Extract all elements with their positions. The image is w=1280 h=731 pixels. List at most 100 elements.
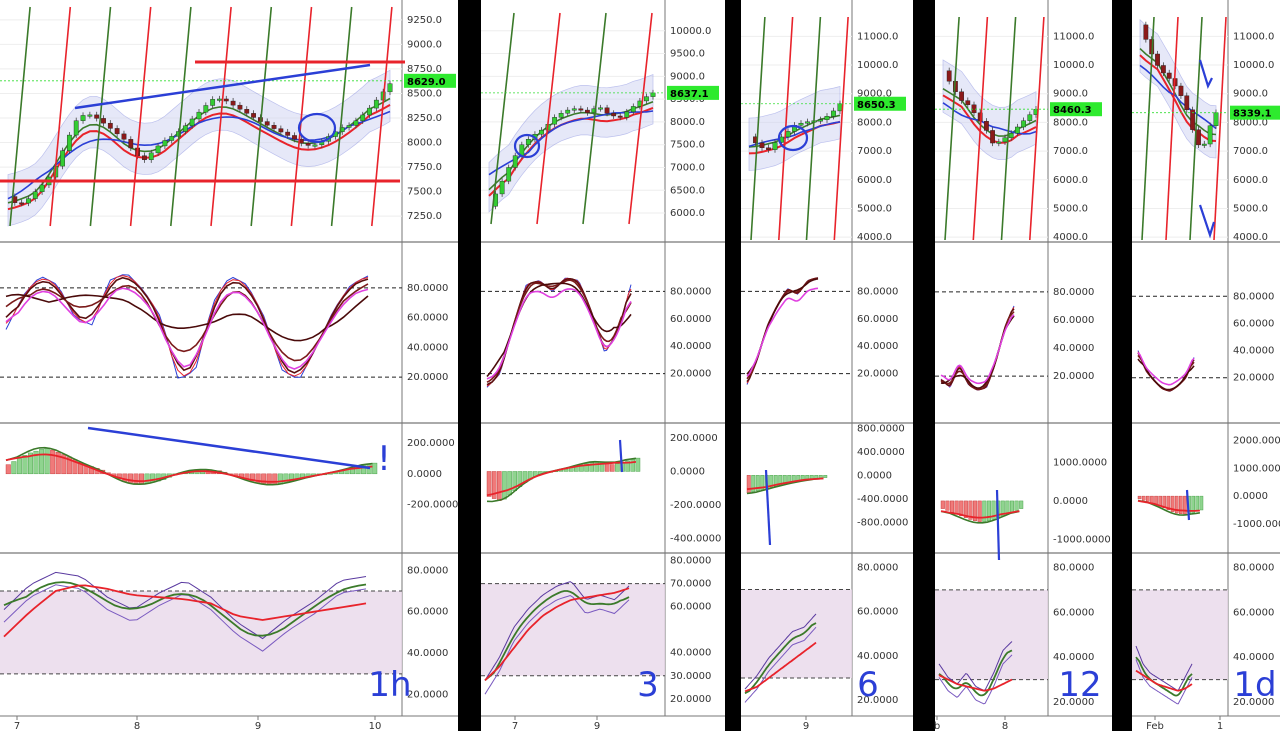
candle <box>1213 112 1219 126</box>
x-axis-strip <box>741 716 913 731</box>
stochastic-tick-label: 40.0000 <box>670 341 711 352</box>
macd-bar <box>584 463 589 472</box>
candle <box>644 96 649 102</box>
stochastic-tick-label: 20.0000 <box>407 372 448 383</box>
macd-bar <box>28 452 33 475</box>
candle <box>230 100 236 106</box>
candle <box>169 136 175 141</box>
candle <box>552 117 558 125</box>
candle <box>805 121 810 124</box>
bollinger-band <box>488 73 654 213</box>
zigzag-line <box>628 12 653 225</box>
macd-tick-label: 0.0000 <box>857 470 892 481</box>
macd-bar <box>372 462 378 475</box>
x-axis-ticks: 9 <box>803 716 809 731</box>
candle <box>387 83 393 93</box>
handwritten-timeframe-label: 6 <box>857 665 879 705</box>
macd-bar <box>1137 495 1142 500</box>
x-tick-label: 8 <box>134 721 140 731</box>
candle <box>94 114 100 119</box>
price-tick-label: 6000.0 <box>857 175 892 186</box>
candle <box>196 111 202 120</box>
macd-line <box>940 510 1020 524</box>
price-tick-label: 7250.0 <box>407 211 442 222</box>
rsi-tick-label: 20.0000 <box>1053 697 1094 708</box>
candle <box>101 118 106 124</box>
zigzag-line <box>1165 16 1179 241</box>
candle <box>353 120 359 126</box>
candle <box>367 107 372 116</box>
macd-bar <box>144 473 150 484</box>
candle <box>373 99 379 109</box>
last-price-label: 8650.3 <box>857 100 896 111</box>
macd-axis-ticks: 200.0000 0.0000 -200.0000 <box>407 438 458 511</box>
price-tick-label: 8250.0 <box>407 113 442 124</box>
price-tick-label: 6500.0 <box>670 185 705 196</box>
candle <box>772 142 778 150</box>
rsi-axis-ticks: 80.0000 60.0000 40.0000 20.0000 <box>1233 562 1274 708</box>
candle <box>162 140 168 147</box>
price-tick-label: 6000.0 <box>1053 175 1088 186</box>
price-tick-label: 7500.0 <box>407 187 442 198</box>
candle <box>1143 24 1149 40</box>
price-tick-label: 9000.0 <box>1053 89 1088 100</box>
zigzag-line <box>330 6 353 227</box>
stochastic-tick-label: 60.0000 <box>407 313 448 324</box>
price-tick-label: 8000.0 <box>1233 117 1268 128</box>
rsi-axis-ticks: 80.0000 70.0000 60.0000 40.0000 30.0000 20.00… <box>670 556 711 705</box>
candle <box>203 105 209 113</box>
macd-bar <box>968 500 973 520</box>
price-axis-ticks: 11000.0 10000.0 9000.0 8000.0 7000.0 6000.0 50… <box>857 31 898 243</box>
last-price-label: 8629.0 <box>407 77 446 88</box>
candle <box>39 184 45 192</box>
macd-bar <box>486 471 492 497</box>
highlight-circle <box>513 133 541 159</box>
macd-tick-label: -1000.0000 <box>1233 519 1280 530</box>
last-price-label: 8637.1 <box>670 89 709 100</box>
rsi-tick-label: 40.0000 <box>1053 652 1094 663</box>
candle <box>798 123 804 126</box>
price-axis-ticks: 11000.0 10000.0 9000.0 8000.0 7000.0 6000.0 50… <box>1053 31 1094 243</box>
candle <box>223 98 229 102</box>
price-tick-label: 9000.0 <box>1233 89 1268 100</box>
rsi-line <box>744 622 817 695</box>
x-tick-label: 1 <box>1217 721 1223 731</box>
stochastic-tick-label: 80.0000 <box>1053 287 1094 298</box>
macd-axis-ticks: 800.0000 400.0000 0.0000 -400.0000 -800.0000 <box>857 423 908 528</box>
price-tick-label: 7000.0 <box>1053 146 1088 157</box>
price-tick-label: 5000.0 <box>857 203 892 214</box>
macd-signal-line <box>746 477 824 491</box>
zigzag-line <box>89 6 112 227</box>
macd-bar <box>950 500 955 513</box>
candle <box>499 180 505 195</box>
annotations: ! <box>0 59 1216 561</box>
macd-bar <box>973 500 978 521</box>
candle <box>604 107 610 114</box>
candle <box>1207 125 1213 145</box>
candle <box>251 113 256 118</box>
candle <box>305 143 311 146</box>
macd-signal-line <box>940 510 1020 519</box>
macd-axis-ticks: 2000.0000 1000.0000 0.0000 -1000.0000 <box>1233 436 1280 530</box>
stochastic-tick-label: 60.0000 <box>670 314 711 325</box>
macd-bar <box>1170 495 1175 512</box>
rsi-tick-label: 20.0000 <box>670 694 711 705</box>
candle <box>539 129 544 135</box>
macd-bar <box>507 471 512 496</box>
x-axis-strip <box>481 716 725 731</box>
candle <box>512 155 518 168</box>
stochastic-line-magenta <box>486 288 632 380</box>
macd-bar <box>261 473 267 484</box>
candle <box>148 152 154 161</box>
macd-bar <box>277 473 283 485</box>
macd-tick-label: 0.0000 <box>670 466 705 477</box>
rsi-tick-label: 60.0000 <box>857 607 898 618</box>
candle <box>1184 95 1190 111</box>
macd-tick-label: 400.0000 <box>857 447 905 458</box>
macd-bar <box>1014 500 1019 511</box>
candle <box>1002 137 1008 143</box>
candle <box>107 122 113 129</box>
zigzag-line <box>536 12 561 225</box>
